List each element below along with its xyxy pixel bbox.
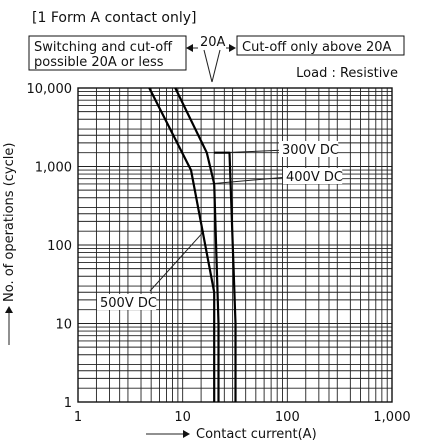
- y-tick-label: 10,000: [27, 82, 73, 97]
- y-axis-label: No. of operations (cycle): [2, 143, 17, 302]
- y-tick-label: 1,000: [35, 161, 72, 176]
- y-tick-label: 1: [64, 396, 72, 411]
- x-tick-labels: 1 10 100 1,000: [74, 410, 411, 425]
- series-leaders: [149, 149, 289, 292]
- x-tick-label: 1: [74, 410, 82, 425]
- series-curve-500v-dc: [148, 87, 216, 402]
- y-tick-labels: 1 10 100 1,000 10,000: [27, 82, 73, 411]
- chart-title: [1 Form A contact only]: [32, 10, 196, 26]
- cutoff-note: Cut-off only above 20A: [242, 40, 392, 55]
- series-leader-line: [224, 149, 287, 154]
- grid: [78, 88, 392, 402]
- x-tick-label: 100: [275, 410, 300, 425]
- x-axis-label: Contact current(A): [196, 427, 317, 442]
- series-labels: 500V DC 400V DC 300V DC: [97, 141, 343, 311]
- switching-note-box: [28, 35, 187, 71]
- series-label-bg: [97, 294, 157, 310]
- x-axis-arrowhead: [183, 430, 190, 438]
- series-label: 400V DC: [286, 170, 343, 185]
- boundary-arrowhead-right: [229, 44, 236, 52]
- y-tick-label: 10: [55, 318, 72, 333]
- boundary-pointer-left: [203, 49, 213, 83]
- boundary-arrowhead-left: [186, 44, 193, 52]
- series-label: 300V DC: [282, 143, 339, 158]
- series-label: 500V DC: [100, 296, 157, 311]
- series-curves: [148, 87, 237, 402]
- series-curve-300v-dc: [214, 151, 237, 402]
- series-curve-400v-dc: [174, 87, 220, 402]
- boundary-label: 20A: [200, 35, 226, 50]
- series-leader-line: [209, 176, 289, 185]
- series-label-bg: [279, 141, 339, 157]
- x-tick-label: 1,000: [373, 410, 410, 425]
- switching-note-line1: Switching and cut-off: [34, 40, 173, 55]
- cutoff-note-box: [236, 35, 405, 56]
- y-axis-arrowhead: [5, 306, 13, 313]
- series-label-bg: [283, 168, 343, 184]
- y-tick-label: 100: [47, 239, 72, 254]
- boundary-pointer-right: [211, 49, 221, 83]
- series-leader-line: [149, 230, 205, 292]
- x-tick-label: 10: [174, 410, 191, 425]
- load-note: Load : Resistive: [296, 66, 398, 81]
- switching-note-line2: possible 20A or less: [34, 55, 164, 70]
